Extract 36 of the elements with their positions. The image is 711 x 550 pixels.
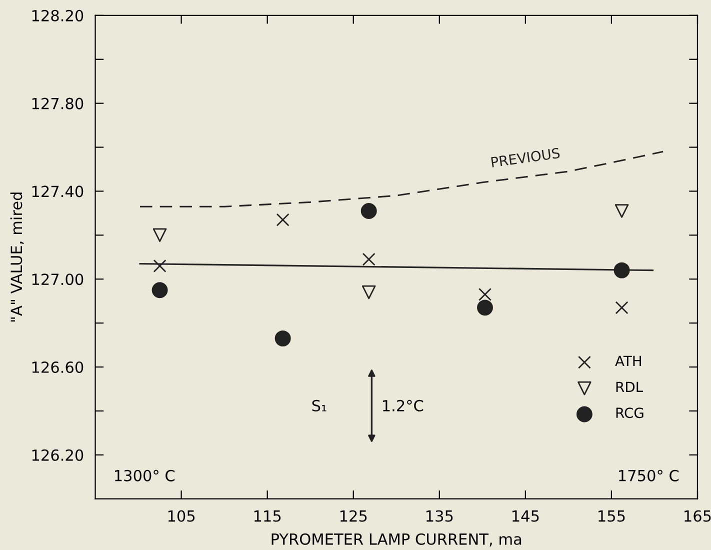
point — [477, 300, 493, 316]
x-tick-label: 155 — [598, 510, 625, 522]
y-tick-label: 126.20 — [32, 449, 84, 461]
x-tick-label: 145 — [512, 510, 539, 522]
y-tick-label: 127.00 — [32, 274, 84, 286]
x-axis-title: PYROMETER LAMP CURRENT, ma — [272, 533, 522, 546]
point — [276, 213, 290, 226]
y-tick-label: 127.40 — [32, 186, 84, 198]
y-axis-title: "A" VALUE, mired — [10, 192, 24, 322]
y-tick-label: 127.80 — [32, 98, 84, 110]
annotation: 1750° C — [619, 470, 679, 482]
point — [152, 228, 167, 242]
annotation: 1.2°C — [383, 400, 424, 412]
legend-label: RDL — [616, 382, 644, 392]
annotation: 1300° C — [115, 470, 175, 482]
x-tick-label: 105 — [168, 510, 195, 522]
x-tick-label: 135 — [426, 510, 453, 522]
legend-label: RCG — [616, 408, 644, 418]
point — [615, 301, 628, 314]
x-tick-label: 115 — [254, 510, 281, 522]
legend-label: ATH — [615, 356, 641, 366]
point — [362, 285, 376, 300]
point — [360, 203, 377, 219]
point — [152, 282, 168, 298]
annotation: S₁ — [312, 400, 326, 412]
point — [614, 262, 630, 278]
point — [478, 288, 492, 301]
y-tick-label: 126.60 — [32, 361, 84, 374]
point — [614, 204, 629, 218]
point — [362, 252, 376, 266]
point — [153, 259, 166, 272]
y-tick-label: 128.20 — [32, 10, 84, 22]
text: PREVIOUS — [491, 148, 560, 168]
x-tick-label: 165 — [684, 510, 711, 522]
x-tick-label: 125 — [340, 510, 367, 522]
point — [274, 330, 291, 346]
